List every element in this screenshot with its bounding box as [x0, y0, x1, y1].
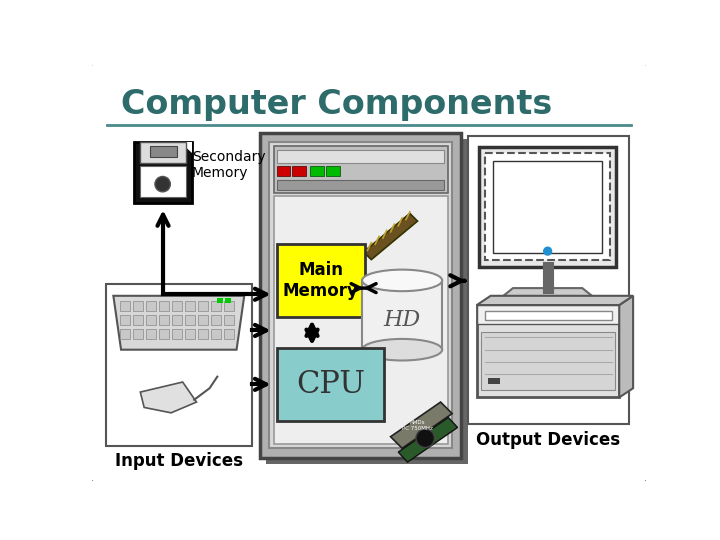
Bar [211, 315, 221, 325]
Bar [159, 315, 168, 325]
Polygon shape [619, 296, 633, 397]
Bar [145, 315, 156, 325]
Bar [145, 329, 156, 339]
Bar [198, 329, 208, 339]
Text: HD: HD [384, 309, 420, 332]
Text: Input Devices: Input Devices [114, 452, 243, 470]
Bar [198, 315, 208, 325]
Polygon shape [390, 402, 452, 448]
Bar [276, 244, 365, 318]
Bar [274, 195, 448, 444]
Bar [132, 315, 143, 325]
Bar [260, 132, 462, 457]
Bar [485, 311, 611, 320]
Polygon shape [364, 213, 418, 260]
Bar [292, 166, 306, 176]
Bar [276, 180, 444, 190]
Bar [140, 142, 186, 164]
Bar [120, 301, 130, 311]
Bar [276, 150, 444, 164]
Polygon shape [398, 417, 457, 462]
Polygon shape [501, 288, 594, 298]
FancyBboxPatch shape [89, 62, 649, 484]
Bar [134, 142, 192, 204]
Bar [106, 284, 252, 446]
Bar [172, 315, 182, 325]
Bar [185, 301, 195, 311]
Bar [477, 305, 619, 397]
Text: Secondary
Memory: Secondary Memory [192, 150, 266, 180]
Bar [481, 332, 616, 390]
Bar [172, 329, 182, 339]
Bar [159, 301, 168, 311]
Bar [185, 329, 195, 339]
Text: Computer Components: Computer Components [121, 88, 552, 121]
Ellipse shape [362, 339, 442, 361]
Ellipse shape [362, 269, 442, 291]
Bar [224, 315, 234, 325]
Bar [488, 378, 500, 384]
Bar [467, 136, 629, 424]
Bar [269, 142, 452, 448]
Bar [326, 166, 340, 176]
Bar [150, 146, 176, 157]
Bar [224, 301, 234, 311]
Polygon shape [140, 382, 197, 413]
Bar [362, 280, 442, 350]
Bar [225, 298, 231, 303]
Circle shape [155, 177, 171, 192]
Bar [198, 301, 208, 311]
Text: Main
Memory: Main Memory [283, 261, 359, 300]
Bar [120, 315, 130, 325]
Text: Output Devices: Output Devices [477, 430, 621, 449]
Bar [211, 301, 221, 311]
Text: AMDs
PC 750MHz: AMDs PC 750MHz [402, 420, 433, 430]
Bar [172, 301, 182, 311]
Bar [132, 329, 143, 339]
Bar [224, 329, 234, 339]
Bar [185, 315, 195, 325]
Bar [310, 166, 324, 176]
Text: CPU: CPU [296, 369, 365, 400]
Bar [493, 161, 603, 253]
Bar [485, 153, 610, 260]
Bar [211, 329, 221, 339]
Bar [276, 166, 290, 176]
Bar [477, 305, 619, 325]
Circle shape [416, 429, 434, 448]
Bar [145, 301, 156, 311]
Bar [159, 329, 168, 339]
Polygon shape [180, 142, 192, 153]
Bar [274, 146, 448, 193]
Bar [276, 348, 384, 421]
Circle shape [543, 247, 552, 256]
Bar [266, 139, 467, 464]
Bar [479, 147, 616, 267]
Polygon shape [113, 296, 244, 350]
Polygon shape [477, 296, 633, 305]
Bar [140, 166, 186, 197]
Bar [217, 298, 223, 303]
Bar [120, 329, 130, 339]
Bar [132, 301, 143, 311]
